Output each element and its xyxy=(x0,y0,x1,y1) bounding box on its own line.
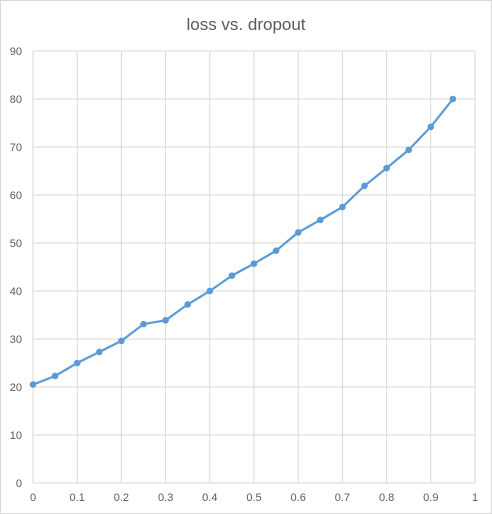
data-point xyxy=(449,95,457,103)
gridlines xyxy=(32,50,476,484)
y-tick-label: 40 xyxy=(10,286,22,298)
x-tick-label: 0.2 xyxy=(114,492,129,504)
x-tick-label: 0.6 xyxy=(291,492,306,504)
data-point xyxy=(427,123,435,131)
data-point xyxy=(250,260,258,267)
y-tick-label: 50 xyxy=(10,238,22,250)
data-point xyxy=(294,229,302,236)
x-tick-label: 0.1 xyxy=(70,492,85,504)
y-tick-label: 30 xyxy=(10,334,22,346)
data-point xyxy=(96,348,103,356)
data-point xyxy=(184,301,191,308)
y-tick-label: 20 xyxy=(10,382,22,394)
y-tick-label: 80 xyxy=(10,94,22,106)
data-point xyxy=(51,372,59,380)
x-tick-label: 0.7 xyxy=(335,492,350,504)
y-tick-label: 60 xyxy=(10,190,22,202)
data-point xyxy=(361,182,368,190)
data-point xyxy=(73,359,81,367)
x-tick-label: 0 xyxy=(30,492,36,504)
chart-title: loss vs. dropout xyxy=(186,15,305,34)
x-tick-label: 0.8 xyxy=(379,492,394,504)
data-point xyxy=(206,287,214,295)
data-point xyxy=(228,272,236,279)
data-point xyxy=(383,164,390,172)
x-tick-label: 0.9 xyxy=(423,492,438,504)
data-point xyxy=(339,203,346,211)
x-tick-label: 0.3 xyxy=(158,492,173,504)
y-tick-label: 90 xyxy=(10,46,22,58)
data-point xyxy=(317,216,324,224)
x-tick-label: 1 xyxy=(472,492,478,504)
axis-tick-labels: 0 0.1 0.2 0.3 0.4 0.5 0.6 0.7 0.8 0.9 101020304050… xyxy=(10,46,478,504)
y-tick-label: 10 xyxy=(10,430,22,442)
data-point xyxy=(405,146,413,154)
y-tick-label: 70 xyxy=(10,142,22,154)
data-point xyxy=(162,316,169,324)
data-point xyxy=(140,320,147,328)
y-tick-label: 0 xyxy=(16,478,22,490)
series-layer xyxy=(29,95,457,388)
series-line xyxy=(32,98,454,386)
data-point xyxy=(272,247,280,254)
data-point xyxy=(118,337,125,345)
x-tick-label: 0.5 xyxy=(246,492,261,504)
data-point xyxy=(29,381,37,388)
x-tick-label: 0.4 xyxy=(202,492,217,504)
